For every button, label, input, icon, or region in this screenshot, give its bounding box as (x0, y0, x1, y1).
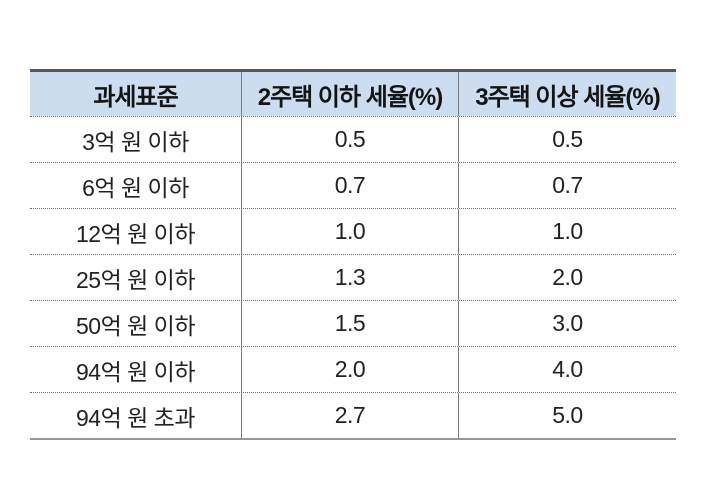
rate-cell: 2.0 (241, 347, 458, 392)
rate-cell: 0.5 (241, 117, 458, 162)
rate-cell: 2.0 (458, 255, 676, 300)
header-cell-tax-base: 과세표준 (30, 72, 241, 116)
rate-cell: 0.7 (458, 163, 676, 208)
table-row: 94억 원 초과 2.7 5.0 (30, 393, 676, 438)
table-row: 50억 원 이하 1.5 3.0 (30, 301, 676, 347)
rate-cell: 1.0 (241, 209, 458, 254)
table-row: 12억 원 이하 1.0 1.0 (30, 209, 676, 255)
tax-base-cell: 94억 원 초과 (75, 404, 196, 431)
table-row: 6억 원 이하 0.7 0.7 (30, 163, 676, 209)
header-cell-rate-2-or-fewer: 2주택 이하 세율(%) (241, 72, 458, 116)
tax-rate-table: 과세표준 2주택 이하 세율(%) 3주택 이상 세율(%) 3억 원 이하 0… (30, 69, 676, 440)
rate-cell: 5.0 (458, 393, 676, 438)
rate-cell: 1.0 (458, 209, 676, 254)
tax-base-cell: 3억 원 이하 (82, 128, 189, 155)
rate-cell: 3.0 (458, 301, 676, 346)
rate-cell: 1.5 (241, 301, 458, 346)
table-row: 3억 원 이하 0.5 0.5 (30, 117, 676, 163)
tax-base-cell: 6억 원 이하 (82, 174, 189, 201)
rate-cell: 2.7 (241, 393, 458, 438)
table-row: 25억 원 이하 1.3 2.0 (30, 255, 676, 301)
rate-cell: 4.0 (458, 347, 676, 392)
tax-base-cell: 12억 원 이하 (75, 220, 196, 247)
table-header-row: 과세표준 2주택 이하 세율(%) 3주택 이상 세율(%) (30, 72, 676, 117)
rate-cell: 0.7 (241, 163, 458, 208)
tax-base-cell: 25억 원 이하 (75, 266, 196, 293)
rate-cell: 1.3 (241, 255, 458, 300)
tax-base-cell: 50억 원 이하 (75, 312, 196, 339)
rate-cell: 0.5 (458, 117, 676, 162)
tax-base-cell: 94억 원 이하 (75, 358, 196, 385)
table-row: 94억 원 이하 2.0 4.0 (30, 347, 676, 393)
header-cell-rate-3-or-more: 3주택 이상 세율(%) (458, 72, 676, 116)
